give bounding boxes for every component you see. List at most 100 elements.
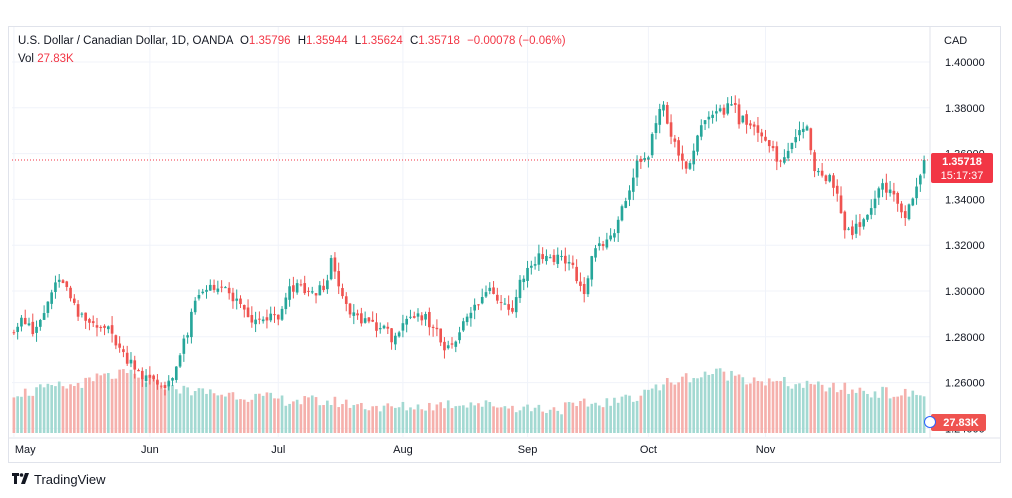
candle-body (718, 108, 722, 112)
volume-bar (801, 387, 805, 433)
volume-bar (552, 407, 556, 433)
volume-bar (450, 408, 454, 433)
candle-body (12, 332, 16, 334)
volume-bar (688, 382, 692, 433)
candle-body (424, 313, 427, 320)
volume-bar (650, 388, 654, 433)
candle-body (919, 175, 922, 185)
volume-bar (820, 384, 824, 433)
candle-body (239, 298, 242, 305)
volume-bar (862, 390, 866, 433)
candle-body (752, 124, 756, 127)
volume-bar (341, 404, 344, 433)
volume-bar (307, 397, 310, 433)
candle-body (711, 114, 714, 118)
x-tick-label: Jun (141, 444, 159, 456)
volume-bar (61, 386, 65, 433)
open-value: 1.35796 (248, 35, 291, 47)
candle-body (775, 146, 779, 162)
volume-bar (273, 398, 276, 433)
candle-body (435, 327, 439, 330)
volume-bar (915, 394, 918, 433)
candle-body (745, 114, 748, 125)
volume-bar (673, 384, 677, 433)
volume-bar (231, 392, 235, 433)
bar-countdown: 15:17:37 (941, 170, 984, 182)
volume-bar (288, 403, 291, 433)
volume-bar (401, 401, 405, 433)
volume-bar (790, 388, 794, 433)
candle-body (522, 278, 526, 283)
volume-bar (363, 409, 367, 433)
volume-bar (858, 387, 862, 433)
volume-bar (314, 397, 318, 433)
candle-body (847, 228, 850, 230)
candle-body (337, 271, 341, 287)
candle-body (110, 325, 114, 334)
candle-body (692, 150, 696, 165)
candle-body (106, 326, 110, 330)
candle-body (662, 104, 665, 111)
x-tick-label: Sep (518, 444, 538, 456)
volume-bar (205, 393, 208, 433)
candle-body (533, 264, 537, 266)
tradingview-logo-icon (12, 472, 29, 487)
volume-bar (439, 402, 442, 433)
volume-bar (69, 384, 72, 433)
candle-body (310, 291, 314, 293)
candle-body (767, 140, 771, 147)
volume-bar (794, 384, 798, 433)
candle-body (601, 244, 605, 247)
volume-tag: 27.83K (924, 414, 986, 431)
candle-body (658, 108, 662, 125)
candle-body (669, 122, 673, 137)
volume-bar (80, 387, 84, 433)
candle-body (737, 104, 741, 125)
candle-body (575, 266, 578, 282)
volume-bar (348, 407, 352, 433)
volume-bar (775, 380, 779, 433)
candle-body (144, 375, 148, 382)
candle-body (412, 316, 416, 318)
candle-body (401, 323, 405, 331)
volume-bar (888, 398, 892, 433)
low-value: 1.35624 (361, 35, 403, 47)
candle-body (446, 345, 450, 349)
volume-bar (280, 395, 284, 433)
volume-bar (57, 381, 61, 433)
volume-bar (582, 398, 586, 433)
candle-body (299, 284, 303, 286)
volume-bar (541, 411, 544, 433)
volume-bar (560, 414, 563, 433)
candle-body (88, 319, 91, 323)
volume-bar (851, 389, 854, 433)
candle-body (156, 380, 159, 385)
volume-bar (699, 377, 703, 433)
volume-bar (703, 371, 707, 433)
candle-body (288, 286, 291, 300)
candle-body (839, 195, 843, 214)
candle-body (726, 103, 730, 114)
candle-body (269, 313, 273, 321)
candle-body (133, 360, 137, 370)
volume-bar (597, 405, 601, 433)
volume-bar (118, 369, 121, 433)
candle-body (888, 189, 892, 194)
candle-body (65, 281, 69, 288)
candle-body (397, 332, 401, 337)
candle-body (579, 281, 582, 286)
candle-body (273, 314, 276, 316)
volume-bar (628, 395, 631, 433)
volume-bar (813, 384, 816, 433)
volume-bar (817, 381, 820, 433)
volume-bar (208, 389, 212, 433)
volume-bar (624, 394, 628, 433)
volume-bar (344, 399, 348, 433)
volume-bar (39, 384, 42, 433)
candle-body (786, 150, 790, 159)
volume-bar (435, 404, 439, 433)
footer-brand[interactable]: TradingView (12, 472, 106, 487)
candle-body (699, 125, 703, 137)
candle-body (756, 125, 760, 133)
